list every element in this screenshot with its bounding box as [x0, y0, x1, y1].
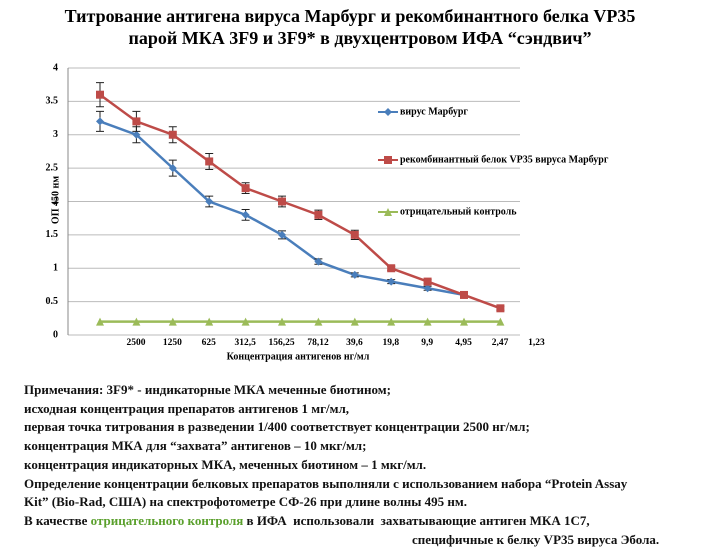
- note-line: концентрация МКА для “захвата” антигенов…: [24, 438, 367, 454]
- marker: [314, 257, 323, 266]
- marker: [387, 277, 396, 286]
- note-text: В качестве: [24, 512, 91, 528]
- chart-title: парой МКА 3F9 и 3F9* в двухцентровом ИФА…: [129, 28, 592, 48]
- marker: [384, 108, 392, 116]
- x-tick-label: 2500: [127, 338, 146, 348]
- marker: [132, 117, 141, 126]
- marker: [241, 317, 250, 326]
- marker: [241, 184, 250, 193]
- y-tick-label: 1: [53, 263, 58, 274]
- y-tick-label: 0: [53, 329, 58, 340]
- marker: [168, 317, 177, 326]
- marker: [96, 117, 104, 126]
- y-tick-label: 3.5: [46, 96, 59, 107]
- x-tick-label: 39,6: [346, 338, 363, 348]
- y-tick-label: 0.5: [46, 296, 59, 307]
- y-tick-label: 2: [53, 196, 58, 207]
- legend-label: рекомбинантный белок VP35 вируса Марбург: [400, 154, 609, 165]
- series-line: [99, 93, 501, 310]
- marker: [387, 317, 396, 326]
- marker: [460, 290, 468, 299]
- marker: [205, 157, 214, 166]
- marker: [205, 197, 214, 206]
- marker: [423, 284, 432, 293]
- marker: [278, 197, 286, 206]
- marker: [314, 317, 323, 326]
- x-axis-label: Концентрация антигенов нг/мл: [227, 351, 370, 362]
- chart-title: Титрование антигена вируса Марбург и рек…: [65, 6, 636, 26]
- marker: [460, 317, 468, 326]
- marker: [168, 164, 177, 173]
- note-text: в ИФА использовали захватывающие антиген…: [243, 512, 590, 528]
- x-tick-label: 1250: [163, 338, 182, 348]
- chart: Титрование антигена вируса Марбург и рек…: [46, 6, 636, 362]
- x-tick-label: 4,95: [455, 338, 472, 348]
- x-tick-label: 19,8: [382, 338, 399, 348]
- y-axis-label: ОП 450 нм: [50, 176, 61, 224]
- marker: [423, 317, 432, 326]
- marker: [384, 208, 392, 216]
- x-tick-label: 625: [202, 338, 217, 348]
- y-tick-label: 3: [53, 129, 58, 140]
- marker: [132, 317, 141, 326]
- note-line: Определение концентрации белковых препар…: [24, 475, 628, 491]
- marker: [350, 317, 359, 326]
- marker: [387, 264, 396, 273]
- marker: [350, 230, 359, 239]
- note-text: отрицательного контроля: [90, 512, 244, 528]
- legend-label: вирус Марбург: [400, 106, 468, 117]
- marker: [423, 277, 432, 286]
- marker: [350, 270, 359, 279]
- note-line: первая точка титрования в разведении 1/4…: [24, 419, 530, 435]
- marker: [384, 156, 392, 164]
- marker: [205, 317, 214, 326]
- x-tick-label: 78,12: [307, 338, 329, 348]
- marker: [96, 317, 104, 326]
- legend-label: отрицательный контроль: [400, 206, 517, 217]
- marker: [278, 230, 286, 239]
- marker: [132, 130, 141, 139]
- x-tick-label: 2,47: [492, 338, 509, 348]
- x-tick-label: 9,9: [421, 338, 433, 348]
- note-line: Kit” (Bio-Rad, США) на спектрофотометре …: [24, 494, 467, 510]
- marker: [496, 317, 505, 326]
- marker: [278, 317, 286, 326]
- marker: [168, 130, 177, 139]
- note-line: исходная концентрация препаратов антиген…: [24, 400, 350, 416]
- note-line: В качестве отрицательного контроля в ИФА…: [24, 512, 714, 531]
- y-tick-label: 4: [53, 62, 58, 73]
- marker: [314, 210, 323, 219]
- y-tick-label: 1.5: [46, 229, 59, 240]
- x-tick-label: 312,5: [235, 338, 257, 348]
- x-tick-label: 156,25: [269, 338, 295, 348]
- marker: [96, 90, 104, 99]
- y-tick-label: 2.5: [46, 162, 59, 173]
- x-tick-label: 1,23: [528, 338, 545, 348]
- notes: Примечания: 3F9* - индикаторные МКА мече…: [24, 381, 714, 549]
- marker: [241, 210, 250, 219]
- note-line: концентрация индикаторных МКА, меченных …: [24, 456, 427, 472]
- note-line: Примечания: 3F9* - индикаторные МКА мече…: [24, 382, 391, 397]
- marker: [496, 304, 505, 313]
